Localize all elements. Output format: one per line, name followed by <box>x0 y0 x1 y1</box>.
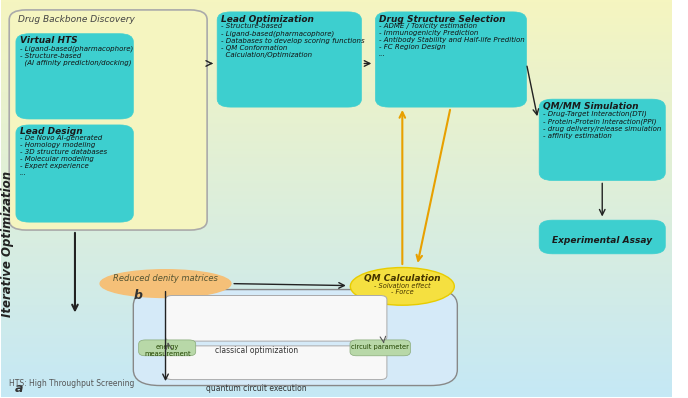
FancyBboxPatch shape <box>376 12 526 107</box>
FancyBboxPatch shape <box>217 12 361 107</box>
FancyBboxPatch shape <box>350 340 410 356</box>
Text: QM/MM Simulation: QM/MM Simulation <box>544 102 638 111</box>
FancyBboxPatch shape <box>9 10 207 230</box>
FancyBboxPatch shape <box>166 295 387 341</box>
Text: Reduced denity matrices: Reduced denity matrices <box>113 274 218 283</box>
Text: - Drug-Target Interaction(DTI)
- Protein-Protein Interaction(PPI)
- drug deliver: - Drug-Target Interaction(DTI) - Protein… <box>544 110 662 139</box>
Text: Drug Backbone Discovery: Drug Backbone Discovery <box>18 15 135 23</box>
Text: Iterative Optimization: Iterative Optimization <box>1 171 14 317</box>
Text: Drug Structure Selection: Drug Structure Selection <box>379 15 506 23</box>
Ellipse shape <box>350 267 454 305</box>
Text: - ADME / Toxicity estimation
- Immunogenicity Prediction
- Antibody Stability an: - ADME / Toxicity estimation - Immunogen… <box>379 23 524 57</box>
Text: circuit parameter: circuit parameter <box>352 344 409 350</box>
Text: quantum circuit execution: quantum circuit execution <box>206 384 306 392</box>
Text: Experimental Assay: Experimental Assay <box>552 236 652 245</box>
Text: - De Novo AI-generated
- Homology modeling
- 3D structure databases
- Molecular : - De Novo AI-generated - Homology modeli… <box>20 135 107 176</box>
Text: Virtual HTS: Virtual HTS <box>20 37 78 45</box>
FancyBboxPatch shape <box>16 125 133 222</box>
Text: - Structure-based
- Ligand-based(pharmacophore)
- Databases to develop scoring f: - Structure-based - Ligand-based(pharmac… <box>222 23 365 58</box>
Text: energy
measurement: energy measurement <box>144 344 191 357</box>
Text: Lead Optimization: Lead Optimization <box>222 15 314 23</box>
Text: b: b <box>133 289 142 302</box>
FancyBboxPatch shape <box>166 346 387 380</box>
Text: QM Calculation: QM Calculation <box>364 274 440 283</box>
Text: Lead Design: Lead Design <box>20 127 83 136</box>
Ellipse shape <box>100 270 231 297</box>
FancyBboxPatch shape <box>539 99 665 180</box>
Text: - Solvation effect: - Solvation effect <box>374 283 431 289</box>
Text: - Ligand-based(pharmacophore)
- Structure-based
  (AI affinity prediction/dockin: - Ligand-based(pharmacophore) - Structur… <box>20 45 133 66</box>
Text: - Force: - Force <box>391 289 413 295</box>
Text: a: a <box>14 382 23 394</box>
FancyBboxPatch shape <box>539 220 665 254</box>
FancyBboxPatch shape <box>16 34 133 119</box>
Text: HTS: High Throughput Screening: HTS: High Throughput Screening <box>9 379 135 388</box>
FancyBboxPatch shape <box>139 340 195 356</box>
FancyBboxPatch shape <box>133 290 458 386</box>
Text: classical optimization: classical optimization <box>215 346 298 355</box>
